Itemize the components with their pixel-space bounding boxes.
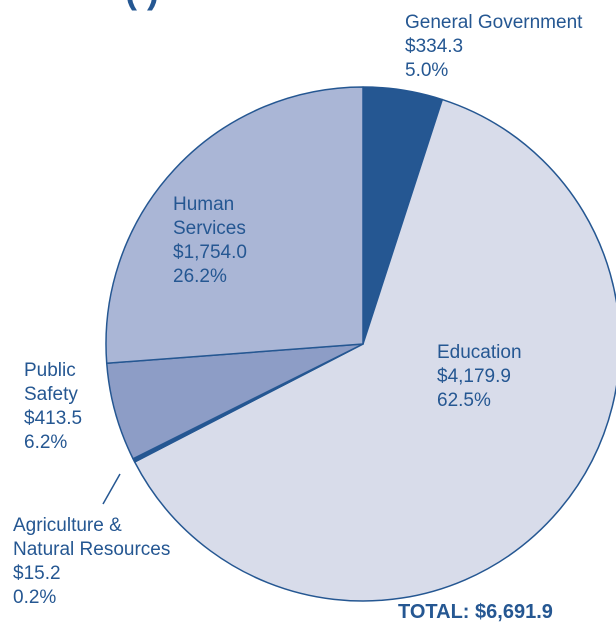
slice-percent: 5.0% <box>405 60 449 81</box>
slice-amount: $413.5 <box>24 408 83 429</box>
label-general-government: General Government $334.3 5.0% <box>405 11 582 83</box>
slice-name-line: Natural Resources <box>13 539 171 560</box>
slice-percent: 6.2% <box>24 432 68 453</box>
pie-slices <box>105 86 616 602</box>
slice-name-line: Services <box>173 218 246 239</box>
slice-name-line: General Government <box>405 12 583 33</box>
slice-name-line: Education <box>437 342 522 363</box>
slice-amount: $334.3 <box>405 36 464 57</box>
slice-amount: $1,754.0 <box>173 242 247 263</box>
agriculture-leader-line <box>102 473 121 505</box>
slice-percent: 26.2% <box>173 266 227 287</box>
pie-slice-1 <box>133 98 616 602</box>
label-human-services: Human Services $1,754.0 26.2% <box>173 193 247 289</box>
label-education: Education $4,179.9 62.5% <box>437 341 522 413</box>
slice-percent: 0.2% <box>13 587 57 608</box>
label-agriculture-natural-resources: Agriculture & Natural Resources $15.2 0.… <box>13 514 170 610</box>
slice-name-line: Human <box>173 194 235 215</box>
slice-name-line: Safety <box>24 384 78 405</box>
slice-amount: $4,179.9 <box>437 366 511 387</box>
pie-slice-4 <box>105 86 364 364</box>
chart-title-fragment: ( ) <box>125 0 159 12</box>
slice-name-line: Agriculture & <box>13 515 122 536</box>
slice-name-line: Public <box>24 360 76 381</box>
label-public-safety: Public Safety $413.5 6.2% <box>24 359 82 455</box>
total-label: TOTAL: $6,691.9 <box>398 601 553 623</box>
slice-amount: $15.2 <box>13 563 61 584</box>
slice-percent: 62.5% <box>437 390 491 411</box>
